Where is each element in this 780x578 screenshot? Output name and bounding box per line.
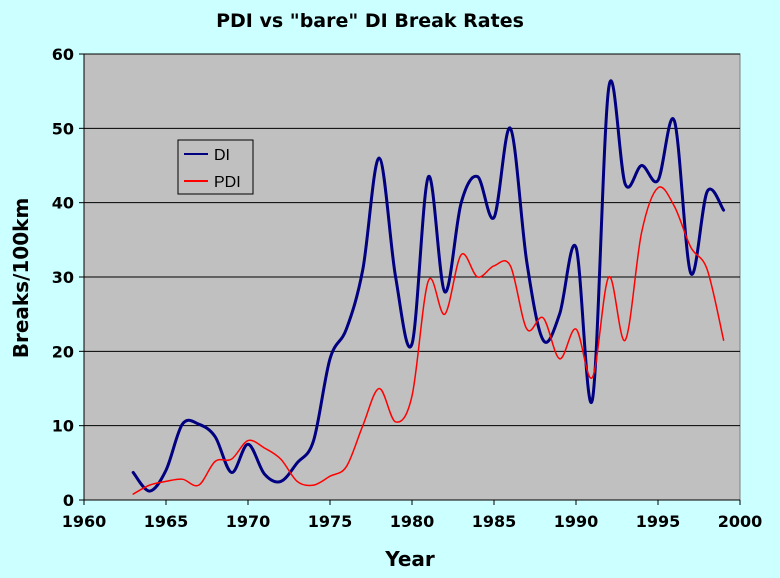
x-tick-label: 1995 <box>636 512 681 531</box>
legend: DI PDI <box>177 139 254 195</box>
x-tick-label: 1970 <box>226 512 271 531</box>
x-axis-title: Year <box>384 547 435 571</box>
series-line-di <box>131 79 726 493</box>
x-tick-label: 1980 <box>390 512 435 531</box>
gridlines <box>84 53 740 427</box>
x-tick-label: 1985 <box>472 512 517 531</box>
y-tick-label: 0 <box>63 491 74 510</box>
y-tick-label: 20 <box>52 342 74 361</box>
x-tick-label: 1960 <box>62 512 107 531</box>
y-tick-label: 60 <box>52 45 74 64</box>
x-ticks: 1960 1965 1970 1975 1980 1985 1990 1995 2000 <box>62 500 763 531</box>
chart-title: PDI vs "bare" DI Break Rates <box>216 10 524 32</box>
x-tick-label: 1990 <box>554 512 599 531</box>
x-tick-label: 2000 <box>718 512 763 531</box>
y-axis-title: Breaks/100km <box>9 198 33 359</box>
y-tick-label: 30 <box>52 268 74 287</box>
series-layer <box>131 79 726 495</box>
y-tick-label: 50 <box>52 119 74 138</box>
x-tick-label: 1975 <box>308 512 353 531</box>
legend-label-di: DI <box>214 147 230 164</box>
legend-box <box>177 139 254 195</box>
legend-label-pdi: PDI <box>214 174 241 191</box>
y-ticks: 0 10 20 30 40 50 60 <box>52 45 84 510</box>
y-tick-label: 40 <box>52 194 74 213</box>
y-tick-label: 10 <box>52 417 74 436</box>
x-tick-label: 1965 <box>144 512 189 531</box>
series-line-pdi <box>132 186 725 495</box>
